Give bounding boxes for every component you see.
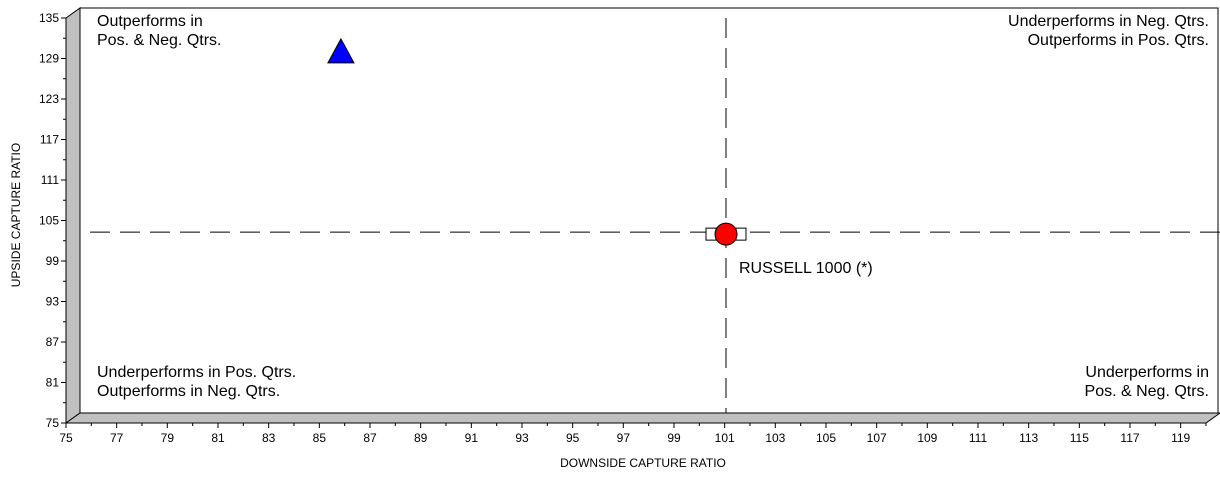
x-tick-label: 103 xyxy=(765,431,785,445)
x-tick-label: 75 xyxy=(59,431,73,445)
x-tick-label: 87 xyxy=(363,431,377,445)
quadrant-label-top-left-line2: Pos. & Neg. Qtrs. xyxy=(97,32,221,49)
x-tick-label: 101 xyxy=(715,431,735,445)
reference-lines xyxy=(90,18,1220,413)
quadrant-label-top-left-line1: Outperforms in xyxy=(97,13,203,30)
y-tick-label: 99 xyxy=(46,254,60,268)
x-tick-label: 105 xyxy=(816,431,836,445)
y-tick-label: 75 xyxy=(46,416,60,430)
quadrant-label-bottom-right-line2: Pos. & Neg. Qtrs. xyxy=(1085,383,1209,400)
ticks-layer: 75 81 87 93 99 105 111 117 123 129 135 75 77 79 81 83 85… xyxy=(39,11,1207,445)
x-tick-label: 85 xyxy=(313,431,327,445)
x-tick-label: 95 xyxy=(566,431,580,445)
plot-floor xyxy=(64,412,1220,424)
x-tick-label: 107 xyxy=(867,431,887,445)
data-point-label: RUSSELL 1000 (*) xyxy=(739,260,873,277)
y-tick-label: 105 xyxy=(39,214,59,228)
x-tick-label: 113 xyxy=(1019,431,1038,445)
x-tick-label: 115 xyxy=(1070,431,1089,445)
y-tick-label: 129 xyxy=(39,52,59,66)
y-tick-label: 81 xyxy=(46,376,60,390)
x-tick-label: 89 xyxy=(414,431,428,445)
y-tick-label: 111 xyxy=(41,173,60,187)
plot-left-wall xyxy=(65,7,81,424)
quadrant-label-bottom-left-line2: Outperforms in Neg. Qtrs. xyxy=(97,383,280,400)
x-tick-label: 83 xyxy=(262,431,276,445)
data-point-circle xyxy=(714,222,738,246)
y-tick-label: 117 xyxy=(40,133,59,147)
x-tick-label: 99 xyxy=(667,431,681,445)
plot-area xyxy=(79,7,1219,414)
quadrant-label-bottom-right-line1: Underperforms in xyxy=(1085,364,1209,381)
quadrant-label-top-right-line1: Underperforms in Neg. Qtrs. xyxy=(1008,13,1209,30)
y-tick-label: 135 xyxy=(39,11,59,25)
x-tick-label: 91 xyxy=(465,431,479,445)
quadrant-label-bottom-left-line1: Underperforms in Pos. Qtrs. xyxy=(97,364,296,381)
x-tick-label: 109 xyxy=(917,431,937,445)
x-tick-label: 79 xyxy=(161,431,175,445)
x-axis-title: DOWNSIDE CAPTURE RATIO xyxy=(560,456,726,470)
quadrant-label-top-right-line2: Outperforms in Pos. Qtrs. xyxy=(1028,32,1209,49)
y-tick-label: 93 xyxy=(46,295,60,309)
y-axis-title: UPSIDE CAPTURE RATIO xyxy=(9,143,23,287)
x-tick-label: 93 xyxy=(515,431,529,445)
points-layer: RUSSELL 1000 (*) xyxy=(327,37,873,277)
x-tick-label: 97 xyxy=(617,431,631,445)
x-tick-label: 117 xyxy=(1120,431,1139,445)
x-tick-label: 119 xyxy=(1171,431,1190,445)
x-tick-label: 111 xyxy=(969,431,988,445)
x-tick-label: 81 xyxy=(211,431,225,445)
data-point-triangle xyxy=(327,37,355,64)
y-tick-label: 123 xyxy=(39,92,59,106)
y-tick-label: 87 xyxy=(46,335,60,349)
x-tick-label: 77 xyxy=(110,431,124,445)
